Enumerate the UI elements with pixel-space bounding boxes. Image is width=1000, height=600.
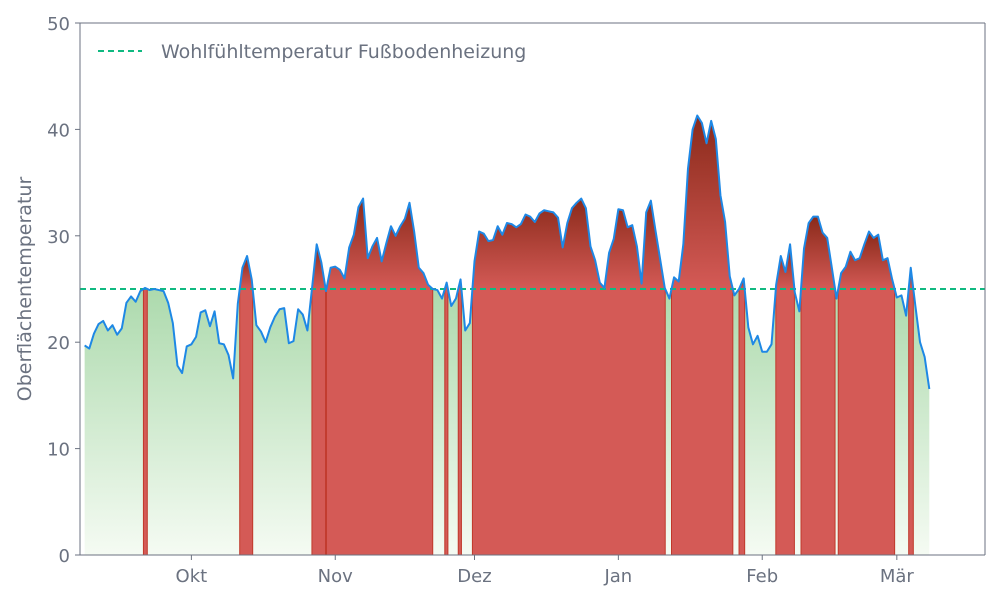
series-line <box>84 114 931 390</box>
bar-above-threshold <box>739 289 745 555</box>
bar-above-threshold <box>838 289 895 555</box>
x-tick-label: Mär <box>880 566 915 587</box>
legend-threshold-label: Wohlfühltemperatur Fußbodenheizung <box>161 41 526 63</box>
x-tick-label: Feb <box>746 566 778 587</box>
bar-above-threshold <box>458 289 462 555</box>
area-above-threshold <box>801 216 836 289</box>
x-tick-label: Okt <box>176 566 208 587</box>
x-tick-label: Jan <box>603 566 632 587</box>
area-above-threshold <box>326 198 433 289</box>
area-above-threshold <box>239 256 253 289</box>
area-above-threshold <box>671 115 733 289</box>
bar-above-threshold <box>801 289 836 555</box>
bar-above-threshold <box>444 289 448 555</box>
bar-above-threshold <box>239 289 253 555</box>
y-tick-label: 20 <box>47 333 70 354</box>
bar-above-threshold <box>311 289 326 555</box>
bar-above-threshold <box>908 289 914 555</box>
bar-above-threshold <box>472 289 666 555</box>
y-tick-label: 0 <box>59 546 70 567</box>
y-tick-label: 40 <box>47 120 70 141</box>
area-above-threshold <box>838 231 895 289</box>
bar-above-threshold <box>326 289 433 555</box>
y-tick-label: 10 <box>47 440 70 461</box>
y-tick-label: 50 <box>47 14 70 35</box>
y-axis-title: Oberflächentemperatur <box>14 177 36 402</box>
bar-above-threshold <box>671 289 733 555</box>
axes: 0 10 20 30 40 50 Okt Nov Dez Jan Feb Mär <box>47 14 986 587</box>
y-tick-label: 30 <box>47 227 70 248</box>
plot-area <box>80 114 985 555</box>
x-tick-label: Nov <box>318 566 353 587</box>
x-tick-label: Dez <box>457 566 491 587</box>
legend: Wohlfühltemperatur Fußbodenheizung <box>98 41 526 63</box>
bar-above-threshold <box>143 289 148 555</box>
area-above-threshold <box>775 244 795 289</box>
bar-above-threshold <box>775 289 795 555</box>
area-above-threshold <box>311 244 326 289</box>
